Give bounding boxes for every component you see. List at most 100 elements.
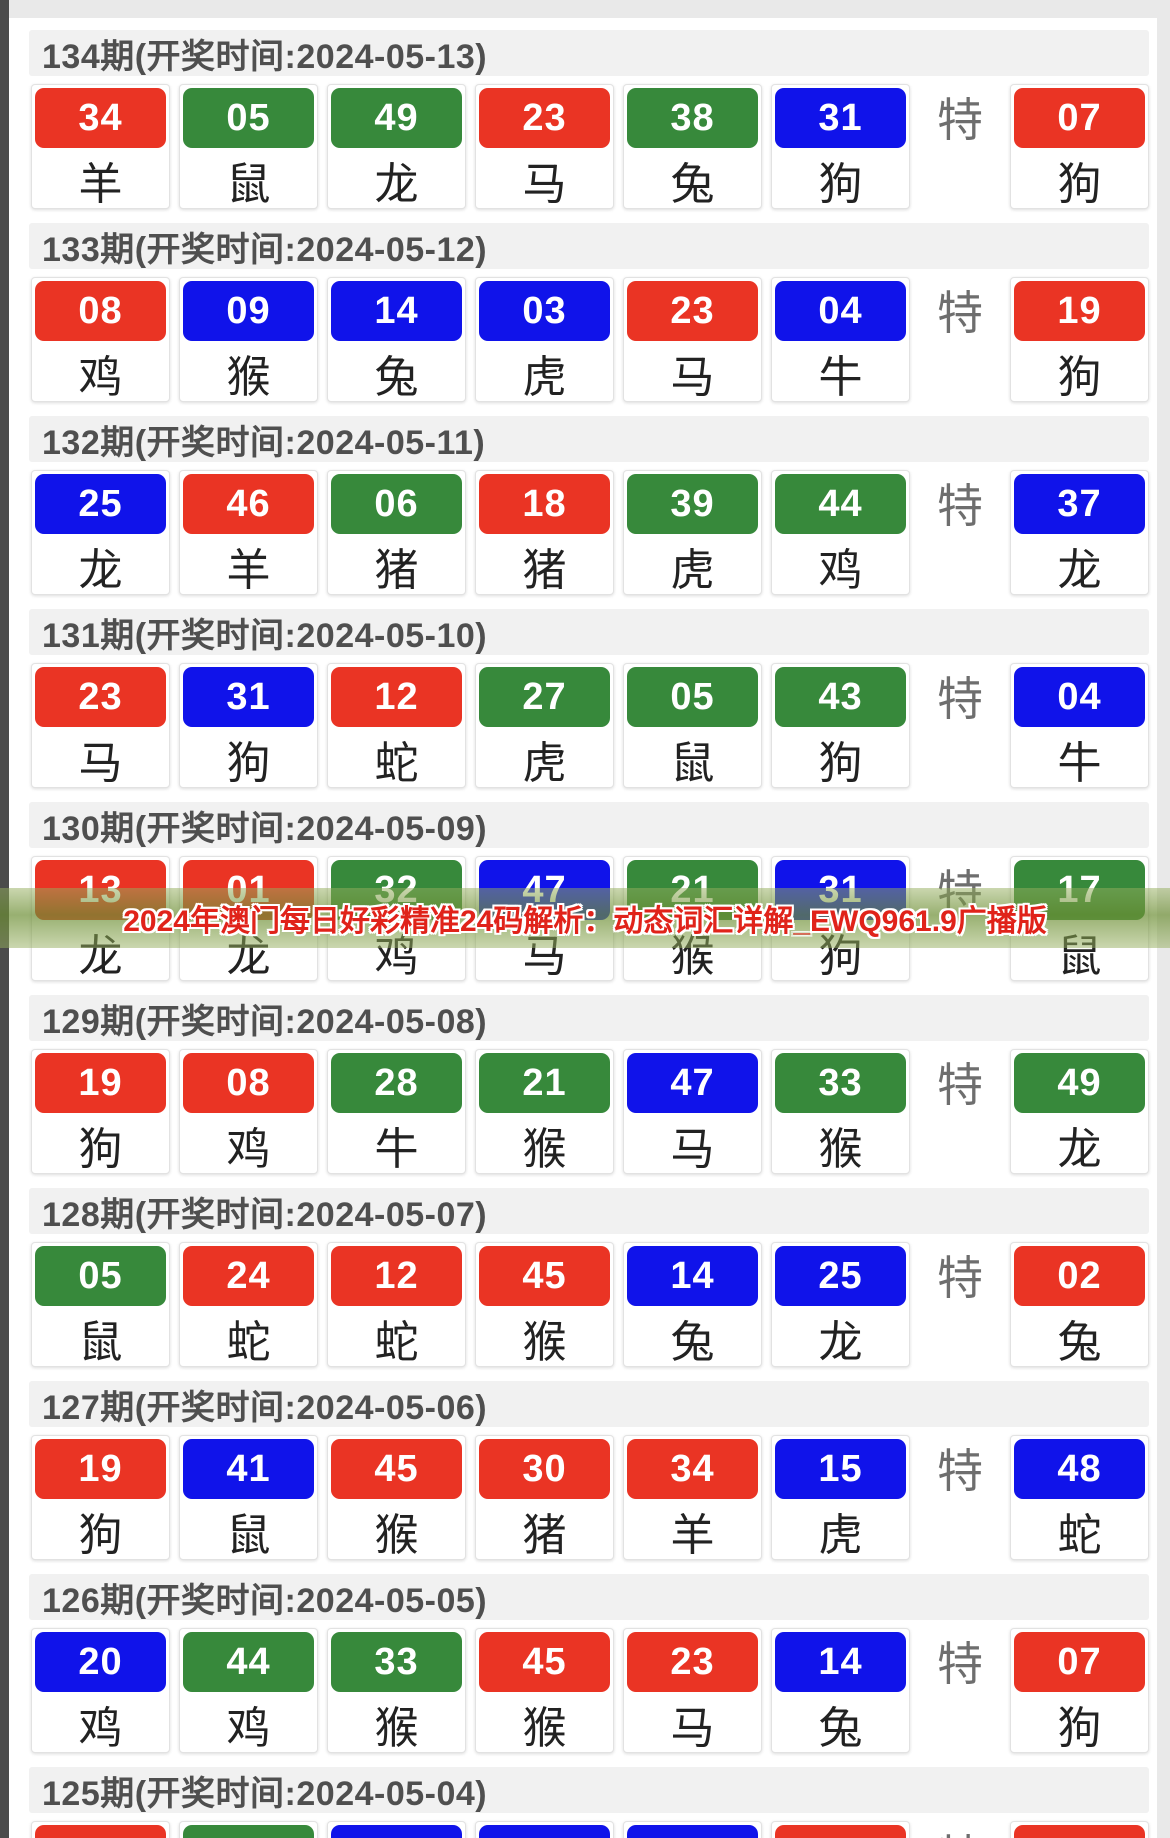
draw-balls-row: 特 (9, 1821, 1157, 1838)
draw-period-header: 125期(开奖时间:2024-05-04) (29, 1767, 1149, 1813)
ball-zodiac-animal: 鸡 (226, 1124, 271, 1174)
ball-zodiac-animal: 马 (670, 1124, 715, 1174)
ball-number: 04 (775, 281, 906, 341)
ball-number: 46 (183, 474, 314, 534)
draw-row: 129期(开奖时间:2024-05-08) 19 狗 08 鸡 28 牛 21 猴 47 马 33 猴… (9, 995, 1157, 1174)
lottery-ball-cell: 38 兔 (623, 84, 762, 209)
ball-zodiac-animal: 兔 (670, 1317, 715, 1367)
ball-number: 14 (775, 1632, 906, 1692)
ball-number: 45 (331, 1439, 462, 1499)
ball-number: 44 (775, 474, 906, 534)
ball-number: 23 (627, 1632, 758, 1692)
ball-number (1014, 1825, 1145, 1838)
ball-number: 41 (183, 1439, 314, 1499)
ball-number: 03 (479, 281, 610, 341)
ball-number (627, 1825, 758, 1838)
special-ball-cell (1010, 1821, 1149, 1838)
ball-number: 27 (479, 667, 610, 727)
special-label: 特 (937, 673, 983, 725)
ball-zodiac-animal: 虎 (522, 738, 567, 788)
lottery-ball-cell: 31 狗 (179, 663, 318, 788)
ball-zodiac-animal: 猪 (374, 545, 419, 595)
special-ball-cell: 48 蛇 (1010, 1435, 1149, 1560)
lottery-ball-cell: 12 蛇 (327, 663, 466, 788)
ball-zodiac-animal: 蛇 (226, 1317, 271, 1367)
ball-number: 34 (627, 1439, 758, 1499)
lottery-ball-cell: 47 马 (623, 1049, 762, 1174)
lottery-ball-cell: 24 蛇 (179, 1242, 318, 1367)
ball-zodiac-animal: 狗 (78, 1510, 123, 1560)
ball-zodiac-animal: 鸡 (818, 545, 863, 595)
ball-number: 06 (331, 474, 462, 534)
ball-zodiac-animal: 马 (670, 352, 715, 402)
ball-zodiac-animal: 马 (78, 738, 123, 788)
ball-number: 05 (183, 88, 314, 148)
ball-number: 14 (331, 281, 462, 341)
ball-zodiac-animal: 马 (522, 159, 567, 209)
ball-zodiac-animal: 龙 (818, 1317, 863, 1367)
draw-period-header: 133期(开奖时间:2024-05-12) (29, 223, 1149, 269)
ball-zodiac-animal: 鼠 (78, 1317, 123, 1367)
lottery-ball-cell (327, 1821, 466, 1838)
lottery-ball-cell: 46 羊 (179, 470, 318, 595)
lottery-ball-cell (623, 1821, 762, 1838)
lottery-ball-cell: 44 鸡 (179, 1628, 318, 1753)
ball-number: 23 (627, 281, 758, 341)
lottery-ball-cell: 20 鸡 (31, 1628, 170, 1753)
special-ball-cell: 37 龙 (1010, 470, 1149, 595)
lottery-ball-cell: 39 虎 (623, 470, 762, 595)
ball-number: 34 (35, 88, 166, 148)
ad-banner-text: 2024年澳门每日好彩精准24码解析：动态词汇详解_EWQ961.9广播版 (123, 905, 1047, 938)
ball-zodiac-animal: 鸡 (78, 1703, 123, 1753)
draw-period-header: 132期(开奖时间:2024-05-11) (29, 416, 1149, 462)
ball-zodiac-animal: 狗 (226, 738, 271, 788)
draw-row: 132期(开奖时间:2024-05-11) 25 龙 46 羊 06 猪 18 猪 39 虎 44 鸡… (9, 416, 1157, 595)
draw-balls-row: 19 狗 08 鸡 28 牛 21 猴 47 马 33 猴 特 49 龙 (9, 1049, 1157, 1174)
lottery-ball-cell: 05 鼠 (623, 663, 762, 788)
lottery-ball-cell: 41 鼠 (179, 1435, 318, 1560)
ad-banner-overlay[interactable]: 2024年澳门每日好彩精准24码解析：动态词汇详解_EWQ961.9广播版 (0, 888, 1170, 948)
ball-zodiac-animal: 猪 (522, 545, 567, 595)
lottery-ball-cell: 23 马 (623, 1628, 762, 1753)
draw-period-header-text: 130期(开奖时间:2024-05-09) (42, 809, 488, 848)
draw-period-header-text: 133期(开奖时间:2024-05-12) (42, 230, 488, 269)
lottery-ball-cell: 03 虎 (475, 277, 614, 402)
ball-zodiac-animal: 狗 (78, 1124, 123, 1174)
lottery-ball-cell (179, 1821, 318, 1838)
draw-period-header: 128期(开奖时间:2024-05-07) (29, 1188, 1149, 1234)
ball-number: 33 (331, 1632, 462, 1692)
draw-balls-row: 20 鸡 44 鸡 33 猴 45 猴 23 马 14 兔 特 07 狗 (9, 1628, 1157, 1753)
ball-number: 24 (183, 1246, 314, 1306)
special-label: 特 (937, 1252, 983, 1304)
lottery-ball-cell: 14 兔 (623, 1242, 762, 1367)
draw-row: 133期(开奖时间:2024-05-12) 08 鸡 09 猴 14 兔 03 虎 23 马 04 牛… (9, 223, 1157, 402)
lottery-ball-cell: 14 兔 (327, 277, 466, 402)
ball-number: 31 (775, 88, 906, 148)
ball-number: 49 (331, 88, 462, 148)
lottery-ball-cell: 06 猪 (327, 470, 466, 595)
ball-zodiac-animal: 虎 (818, 1510, 863, 1560)
ball-number (479, 1825, 610, 1838)
special-label: 特 (919, 1821, 1001, 1838)
ball-number: 31 (183, 667, 314, 727)
ball-number (331, 1825, 462, 1838)
ball-zodiac-animal: 狗 (1057, 352, 1102, 402)
ball-number: 19 (35, 1439, 166, 1499)
draw-balls-row: 25 龙 46 羊 06 猪 18 猪 39 虎 44 鸡 特 37 龙 (9, 470, 1157, 595)
draw-period-header: 130期(开奖时间:2024-05-09) (29, 802, 1149, 848)
draw-balls-row: 08 鸡 09 猴 14 兔 03 虎 23 马 04 牛 特 19 狗 (9, 277, 1157, 402)
draw-row: 134期(开奖时间:2024-05-13) 34 羊 05 鼠 49 龙 23 马 38 兔 31 狗… (9, 30, 1157, 209)
draw-period-header: 126期(开奖时间:2024-05-05) (29, 1574, 1149, 1620)
ball-number: 08 (35, 281, 166, 341)
ball-zodiac-animal: 猴 (818, 1124, 863, 1174)
lottery-ball-cell: 14 兔 (771, 1628, 910, 1753)
lottery-ball-cell: 23 马 (623, 277, 762, 402)
ball-zodiac-animal: 龙 (374, 159, 419, 209)
ball-zodiac-animal: 猴 (374, 1510, 419, 1560)
ball-zodiac-animal: 兔 (670, 159, 715, 209)
ball-number: 05 (35, 1246, 166, 1306)
special-label: 特 (937, 480, 983, 532)
lottery-ball-cell: 45 猴 (327, 1435, 466, 1560)
lottery-ball-cell: 27 虎 (475, 663, 614, 788)
lottery-ball-cell: 43 狗 (771, 663, 910, 788)
